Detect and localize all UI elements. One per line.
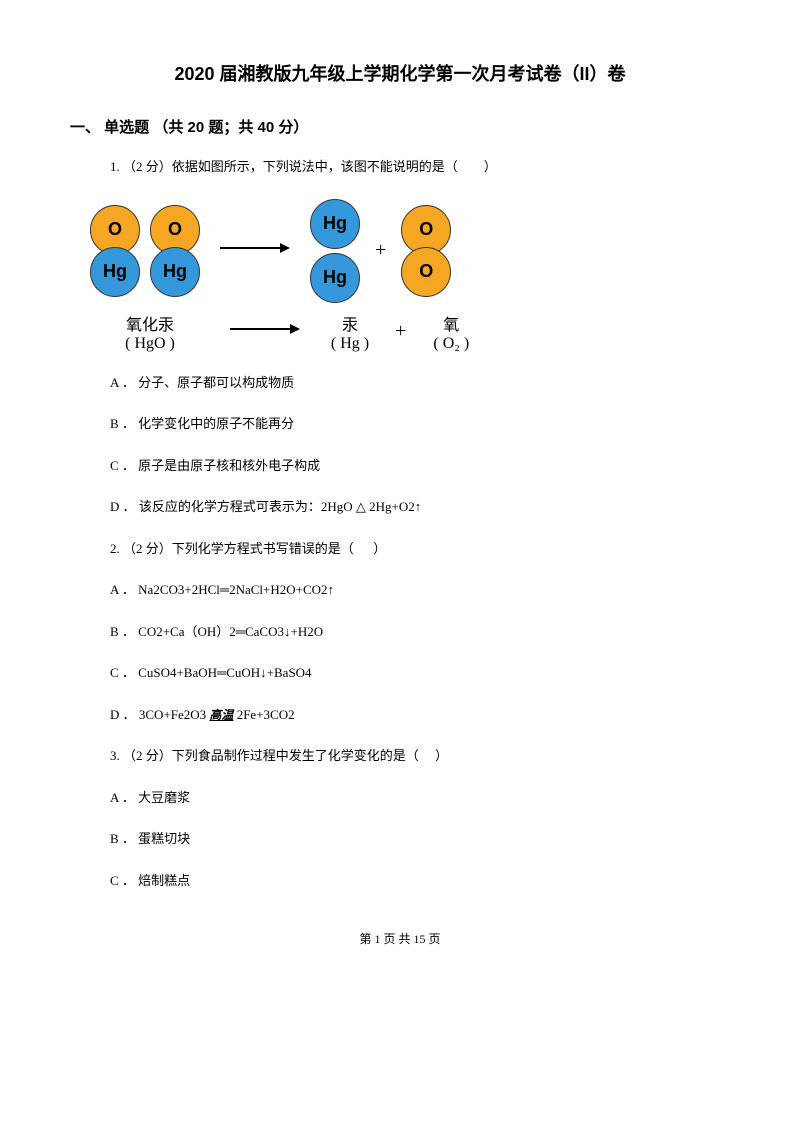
atom-hg: Hg bbox=[90, 247, 140, 297]
hgo-molecules: O Hg O Hg bbox=[90, 205, 200, 297]
q1-stem: 1. （2 分）依据如图所示，下列说法中，该图不能说明的是（ ） bbox=[110, 157, 730, 177]
arrow-icon bbox=[230, 319, 300, 344]
plus-sign: + bbox=[375, 239, 386, 262]
q2-option-b: B ． CO2+Ca（OH）2═CaCO3↓+H2O bbox=[110, 622, 730, 642]
label-hg: 汞 ( Hg ) bbox=[320, 311, 380, 353]
hg-molecules: Hg Hg bbox=[310, 199, 360, 303]
label-hgo: 氧化汞 ( HgO ) bbox=[90, 311, 210, 353]
page-title: 2020 届湘教版九年级上学期化学第一次月考试卷（II）卷 bbox=[70, 60, 730, 86]
q2-option-a: A ． Na2CO3+2HCl═2NaCl+H2O+CO2↑ bbox=[110, 580, 730, 600]
q1-option-d: D ． 该反应的化学方程式可表示为：2HgO △ 2Hg+O2↑ bbox=[110, 497, 730, 517]
q1-option-b: B ． 化学变化中的原子不能再分 bbox=[110, 414, 730, 434]
q3-option-a: A ． 大豆磨浆 bbox=[110, 788, 730, 808]
page-footer: 第 1 页 共 15 页 bbox=[70, 930, 730, 947]
reaction-condition: 高温 bbox=[209, 708, 233, 722]
atom-o: O bbox=[401, 247, 451, 297]
o2-molecule: O O bbox=[401, 205, 451, 297]
atom-hg: Hg bbox=[310, 253, 360, 303]
q1-option-a: A ． 分子、原子都可以构成物质 bbox=[110, 373, 730, 393]
q2-stem: 2. （2 分）下列化学方程式书写错误的是（ ） bbox=[110, 539, 730, 559]
atom-hg: Hg bbox=[150, 247, 200, 297]
q3-option-c: C ． 焙制糕点 bbox=[110, 871, 730, 891]
q3-stem: 3. （2 分）下列食品制作过程中发生了化学变化的是（ ） bbox=[110, 746, 730, 766]
q2-option-d: D ． 3CO+Fe2O3 高温 2Fe+3CO2 bbox=[110, 705, 730, 725]
q1-option-c: C ． 原子是由原子核和核外电子构成 bbox=[110, 456, 730, 476]
q3-option-b: B ． 蛋糕切块 bbox=[110, 829, 730, 849]
section-header: 一、 单选题 （共 20 题；共 40 分） bbox=[70, 116, 730, 137]
label-o2: 氧 ( O₂ ) bbox=[421, 311, 481, 353]
arrow-icon bbox=[220, 238, 290, 263]
q2-option-c: C ． CuSO4+BaOH═CuOH↓+BaSO4 bbox=[110, 663, 730, 683]
q1-diagram: O Hg O Hg Hg Hg + bbox=[90, 199, 570, 353]
atom-hg: Hg bbox=[310, 199, 360, 249]
plus-sign: + bbox=[395, 320, 406, 343]
